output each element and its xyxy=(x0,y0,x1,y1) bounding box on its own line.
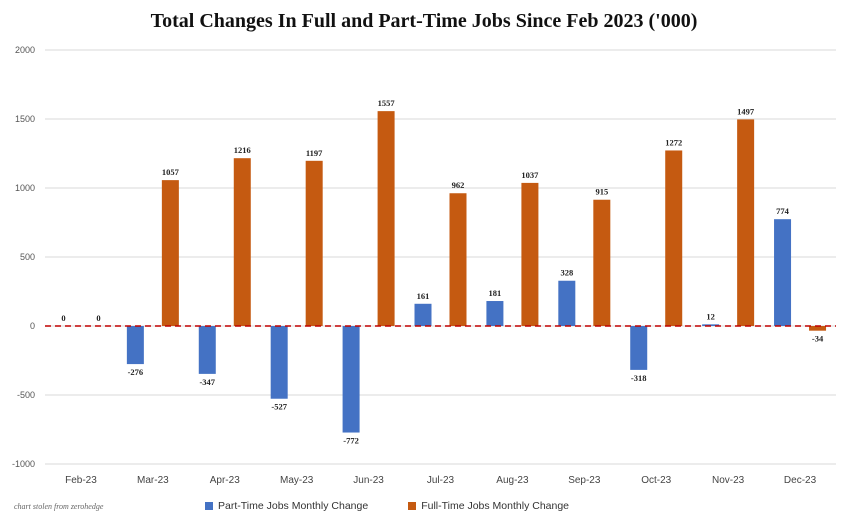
data-label: 1216 xyxy=(234,145,251,155)
data-label: 1057 xyxy=(162,167,180,177)
full-time-bar-aug-23 xyxy=(521,182,539,326)
full-time-bar-apr-23 xyxy=(233,158,251,326)
legend-item-part-time: Part-Time Jobs Monthly Change xyxy=(205,500,368,512)
part-time-bar-apr-23 xyxy=(198,326,216,374)
source-note: chart stolen from zerohedge xyxy=(14,502,104,511)
data-label: 161 xyxy=(417,291,430,301)
y-axis: -1000 -500 0 500 1000 1500 2000 xyxy=(12,45,35,469)
full-time-bar-jul-23 xyxy=(449,193,467,326)
x-tick-label: Jul-23 xyxy=(427,475,455,486)
data-label: 1197 xyxy=(306,148,323,158)
part-time-bar-oct-23 xyxy=(630,326,648,370)
legend-swatch-full-time xyxy=(408,502,417,510)
x-tick-label: Apr-23 xyxy=(210,475,240,486)
part-time-bar-aug-23 xyxy=(486,301,504,326)
x-tick-label: May-23 xyxy=(280,475,314,486)
part-time-bar-nov-23 xyxy=(702,324,720,326)
part-time-bar-sep-23 xyxy=(558,280,576,326)
bars xyxy=(126,111,827,433)
part-time-bar-mar-23 xyxy=(126,326,144,365)
legend: Part-Time Jobs Monthly Change Full-Time … xyxy=(205,500,705,512)
y-tick-label: 1500 xyxy=(15,114,35,124)
y-tick-label: 0 xyxy=(30,321,35,331)
data-label: 915 xyxy=(595,187,608,197)
data-label: -318 xyxy=(631,373,647,383)
x-tick-label: Feb-23 xyxy=(65,475,97,486)
part-time-bar-jun-23 xyxy=(342,326,360,433)
full-time-bar-jun-23 xyxy=(377,111,395,326)
data-label: -34 xyxy=(812,334,824,344)
chart-title: Total Changes In Full and Part-Time Jobs… xyxy=(150,10,698,32)
data-labels: 0 0 -276 1057 -347 1216 -527 1197 -772 1557 161 962… xyxy=(61,98,824,445)
data-label: 1272 xyxy=(665,137,682,147)
full-time-bar-nov-23 xyxy=(737,119,755,326)
data-label: -276 xyxy=(128,367,144,377)
full-time-bar-mar-23 xyxy=(161,180,179,326)
x-tick-label: Dec-23 xyxy=(784,475,817,486)
x-tick-label: Sep-23 xyxy=(568,475,601,486)
legend-swatch-part-time xyxy=(205,502,213,510)
legend-label-part-time: Part-Time Jobs Monthly Change xyxy=(218,500,369,512)
legend-label-full-time: Full-Time Jobs Monthly Change xyxy=(421,500,570,512)
data-label: 12 xyxy=(706,311,715,321)
full-time-bar-dec-23 xyxy=(809,326,827,331)
data-label: 774 xyxy=(776,206,790,216)
data-label: 0 xyxy=(96,313,100,323)
full-time-bar-sep-23 xyxy=(593,199,611,326)
y-tick-label: -500 xyxy=(17,390,35,400)
x-tick-label: Nov-23 xyxy=(712,475,745,486)
y-tick-label: 500 xyxy=(20,252,35,262)
x-tick-label: Oct-23 xyxy=(641,475,671,486)
data-label: 1037 xyxy=(521,170,539,180)
x-axis: Feb-23 Mar-23 Apr-23 May-23 Jun-23 Jul-23 Aug-… xyxy=(65,475,816,486)
legend-item-full-time: Full-Time Jobs Monthly Change xyxy=(408,500,569,512)
part-time-bar-dec-23 xyxy=(774,219,792,326)
x-tick-label: Aug-23 xyxy=(496,475,529,486)
data-label: 328 xyxy=(560,268,573,278)
y-tick-label: 2000 xyxy=(15,45,35,55)
full-time-bar-may-23 xyxy=(305,160,323,326)
y-tick-label: 1000 xyxy=(15,183,35,193)
data-label: -527 xyxy=(271,402,287,412)
data-label: -347 xyxy=(199,377,215,387)
data-label: -772 xyxy=(343,436,359,446)
data-label: 0 xyxy=(61,313,65,323)
part-time-bar-may-23 xyxy=(270,326,288,399)
data-label: 962 xyxy=(452,180,465,190)
y-tick-label: -1000 xyxy=(12,459,35,469)
data-label: 181 xyxy=(489,288,502,298)
full-time-bar-oct-23 xyxy=(665,150,683,326)
part-time-bar-jul-23 xyxy=(414,303,432,326)
data-label: 1557 xyxy=(378,98,396,108)
data-label: 1497 xyxy=(737,106,755,116)
x-tick-label: Mar-23 xyxy=(137,475,169,486)
x-tick-label: Jun-23 xyxy=(353,475,384,486)
